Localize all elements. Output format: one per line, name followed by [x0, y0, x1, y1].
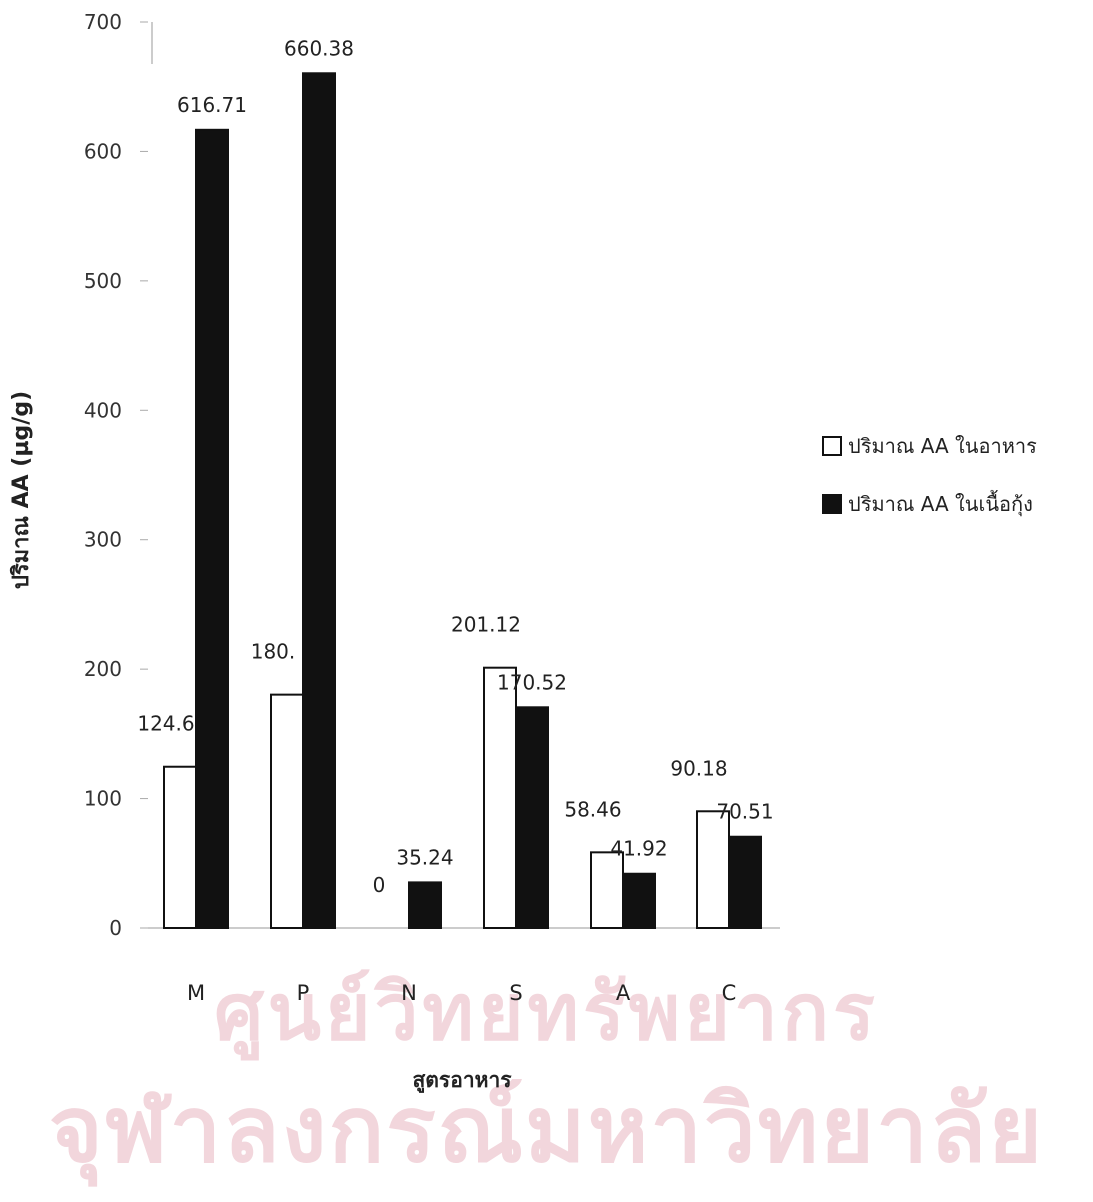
y-tick-label: 400	[84, 398, 122, 422]
legend-swatch-food	[822, 436, 842, 456]
data-label-food-N: 0	[373, 873, 386, 897]
y-tick-label: 700	[84, 10, 122, 34]
bar-shrimp-P	[303, 73, 335, 928]
y-tick-label: 100	[84, 787, 122, 811]
y-tick-label: 500	[84, 269, 122, 293]
legend: ปริมาณ AA ในอาหาร ปริมาณ AA ในเนื้อกุ้ง	[812, 418, 1090, 530]
data-label-food-A: 58.46	[564, 797, 621, 821]
x-axis-title: สูตรอาหาร	[412, 1068, 512, 1094]
bar-food-A	[591, 852, 623, 928]
bar-shrimp-S	[516, 707, 548, 928]
data-label-shrimp-S: 170.52	[497, 670, 567, 694]
bar-labels: 124.6 616.71 180. 660.38 0 35.24 201.12 170.52 5…	[137, 36, 773, 897]
data-label-food-M: 124.6	[137, 712, 194, 736]
legend-item-shrimp: ปริมาณ AA ในเนื้อกุ้ง	[822, 488, 1033, 520]
y-tick-label: 200	[84, 657, 122, 681]
y-axis-title: ปริมาณ AA (µg/g)	[9, 391, 34, 589]
y-axis-ticks: 0 100 200 300 400 500 600 700	[84, 10, 148, 940]
data-label-shrimp-N: 35.24	[396, 845, 453, 869]
data-label-shrimp-M: 616.71	[177, 93, 247, 117]
data-label-food-P: 180.	[251, 640, 296, 664]
data-label-food-S: 201.12	[451, 613, 521, 637]
bars	[164, 73, 761, 928]
data-label-food-C: 90.18	[670, 756, 727, 780]
y-tick-label: 600	[84, 139, 122, 163]
data-label-shrimp-P: 660.38	[284, 36, 354, 60]
x-tick-label-C: C	[722, 981, 737, 1005]
x-tick-label-N: N	[401, 981, 417, 1005]
bar-shrimp-C	[729, 837, 761, 928]
legend-item-food: ปริมาณ AA ในอาหาร	[822, 430, 1037, 462]
legend-swatch-shrimp	[822, 494, 842, 514]
bar-food-C	[697, 811, 729, 928]
bar-food-S	[484, 668, 516, 928]
legend-label-food: ปริมาณ AA ในอาหาร	[848, 430, 1037, 462]
bar-shrimp-M	[196, 130, 228, 928]
data-label-shrimp-C: 70.51	[716, 800, 773, 824]
data-label-shrimp-A: 41.92	[610, 837, 667, 861]
y-tick-label: 300	[84, 528, 122, 552]
bar-food-P	[271, 695, 303, 928]
x-tick-label-S: S	[509, 981, 522, 1005]
legend-label-shrimp: ปริมาณ AA ในเนื้อกุ้ง	[848, 488, 1033, 520]
bar-shrimp-N	[409, 882, 441, 928]
x-tick-label-M: M	[187, 981, 205, 1005]
x-tick-label-P: P	[297, 981, 310, 1005]
bar-shrimp-A	[623, 874, 655, 928]
y-tick-label: 0	[109, 916, 122, 940]
bar-food-M	[164, 767, 196, 928]
x-tick-label-A: A	[616, 981, 631, 1005]
